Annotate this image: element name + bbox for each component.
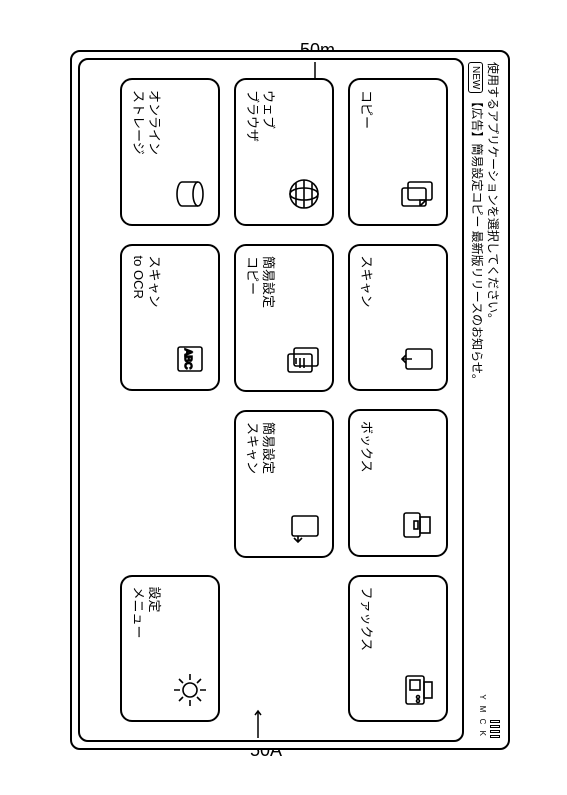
- outer-frame: 使用するアプリケーションを選択してください。 NEW 【広告】簡易設定コピー 最新…: [70, 50, 510, 750]
- tile-storage-label: オンライン ストレージ: [130, 84, 161, 220]
- tile-box[interactable]: ボックス: [348, 409, 448, 557]
- copy-icon: [398, 174, 438, 214]
- header-text: 使用するアプリケーションを選択してください。 NEW 【広告】簡易設定コピー 最新…: [468, 62, 500, 686]
- ocr-icon: ABC: [170, 339, 210, 379]
- tile-scan[interactable]: スキャン: [348, 244, 448, 392]
- toner-indicator: Y M C K: [478, 694, 500, 738]
- tile-easy-copy-label: 簡易設定 コピー: [244, 250, 275, 386]
- box-icon: [398, 505, 438, 545]
- tile-easy-scan[interactable]: 簡易設定 スキャン: [234, 410, 334, 558]
- tile-box-label: ボックス: [358, 415, 374, 551]
- globe-icon: [284, 174, 324, 214]
- fax-icon: [398, 670, 438, 710]
- grid-row-1: コピー スキャン ボックス: [348, 78, 448, 722]
- tile-scan-ocr[interactable]: ABC スキャン to OCR: [120, 244, 220, 392]
- svg-text:ABC: ABC: [182, 349, 193, 370]
- easy-scan-icon: [284, 506, 324, 546]
- grid-row-3: オンライン ストレージ ABC スキャン to OCR 設定 メニュー: [120, 78, 220, 722]
- header-line2-wrap: NEW 【広告】簡易設定コピー 最新版リリースのお知らせ。: [468, 62, 484, 686]
- tile-copy-label: コピー: [358, 84, 374, 220]
- tile-easy-copy[interactable]: 簡易設定 コピー: [234, 244, 334, 392]
- tile-settings-label: 設定 メニュー: [130, 581, 161, 717]
- tile-fax-label: ファックス: [358, 581, 374, 717]
- settings-icon: [170, 670, 210, 710]
- tile-browser-label: ウェブ ブラウザ: [244, 84, 275, 220]
- header-bar: 使用するアプリケーションを選択してください。 NEW 【広告】簡易設定コピー 最新…: [464, 58, 502, 742]
- grid-spacer: [120, 409, 220, 556]
- toner-letters: Y M C K: [478, 694, 487, 738]
- tile-storage[interactable]: オンライン ストレージ: [120, 78, 220, 226]
- grid-row-2: ウェブ ブラウザ 簡易設定 コピー 簡易設定 スキャン: [234, 78, 334, 722]
- app-grid: コピー スキャン ボックス: [78, 58, 464, 742]
- toner-bars: [490, 720, 500, 738]
- tile-copy[interactable]: コピー: [348, 78, 448, 226]
- scan-icon: [398, 339, 438, 379]
- device-screen: 使用するアプリケーションを選択してください。 NEW 【広告】簡易設定コピー 最新…: [70, 50, 510, 750]
- tile-scan-ocr-label: スキャン to OCR: [130, 250, 161, 386]
- header-line2: 【広告】簡易設定コピー 最新版リリースのお知らせ。: [470, 95, 484, 386]
- new-badge: NEW: [468, 62, 483, 93]
- tile-fax[interactable]: ファックス: [348, 575, 448, 723]
- header-line1: 使用するアプリケーションを選択してください。: [484, 62, 500, 686]
- tile-browser[interactable]: ウェブ ブラウザ: [234, 78, 334, 226]
- easy-copy-icon: [284, 340, 324, 380]
- storage-icon: [170, 174, 210, 214]
- tile-easy-scan-label: 簡易設定 スキャン: [244, 416, 275, 552]
- tile-scan-label: スキャン: [358, 250, 374, 386]
- tile-settings[interactable]: 設定 メニュー: [120, 575, 220, 723]
